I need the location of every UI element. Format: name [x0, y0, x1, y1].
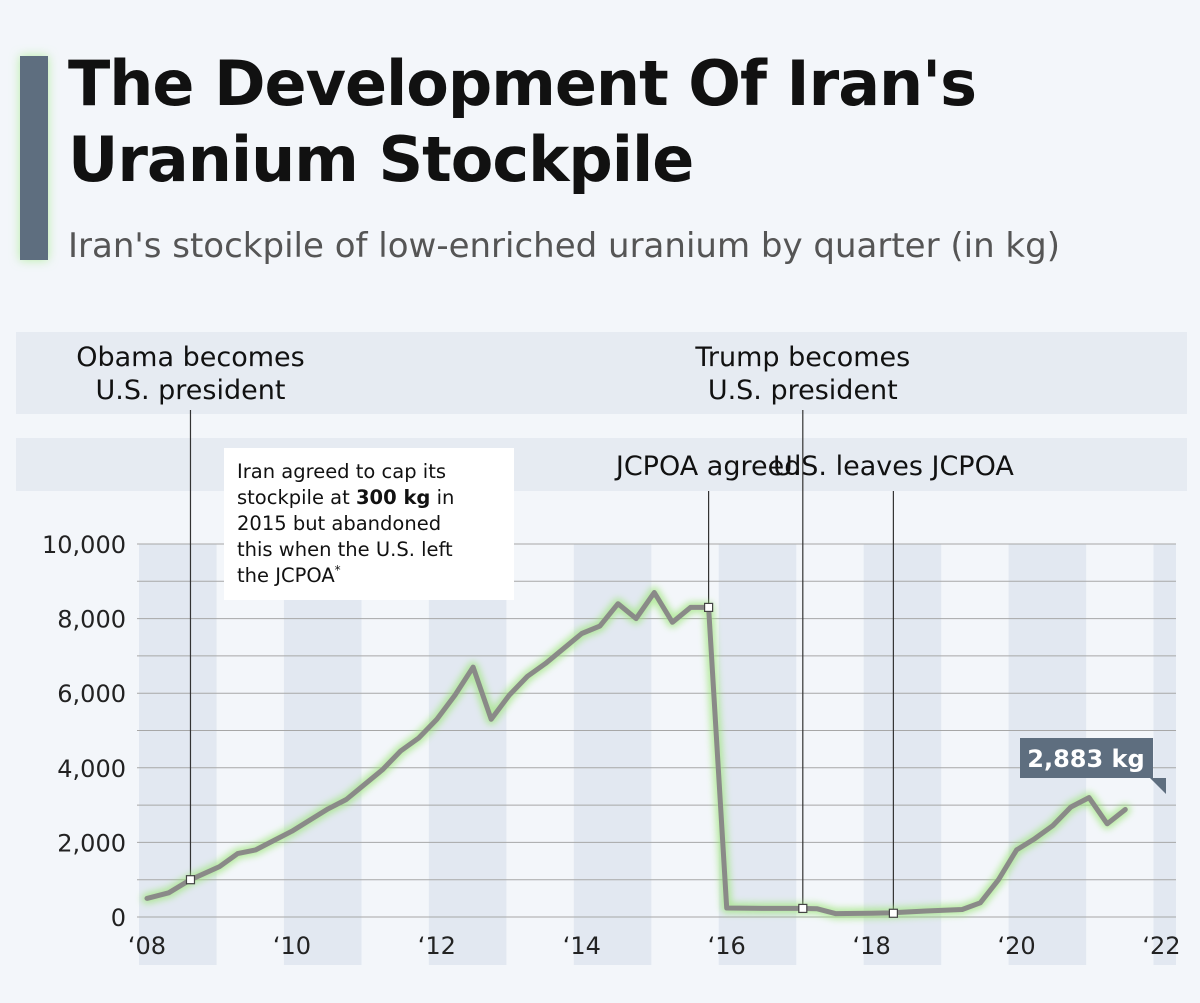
page-title: The Development Of Iran's Uranium Stockp… [68, 46, 1168, 198]
annotation-line: Iran agreed to cap its [237, 460, 446, 483]
event-label: U.S. president [708, 375, 898, 406]
y-tick-label: 8,000 [57, 606, 126, 634]
annotation-segment: Iran agreed to cap its [237, 460, 446, 483]
annotation-box: Iran agreed to cap its stockpile at 300 k… [224, 448, 514, 600]
data-series [141, 587, 1131, 920]
x-tick-label: ‘12 [418, 932, 456, 960]
x-axis-tick-labels: ‘08 ‘10 ‘12 ‘14 ‘16 ‘18 ‘20 ‘22 [128, 932, 1181, 960]
y-tick-label: 0 [111, 904, 126, 932]
annotation-line: stockpile at 300 kg in [237, 486, 454, 509]
shaded-year-bands [139, 544, 1176, 965]
x-tick-label: ‘18 [853, 932, 891, 960]
x-tick-label: ‘16 [708, 932, 746, 960]
event-label: Trump becomes [694, 342, 910, 373]
y-axis-tick-labels: 0 2,000 4,000 6,000 8,000 10,000 [42, 531, 126, 932]
shaded-band-2018 [863, 544, 942, 965]
x-tick-label: ‘08 [128, 932, 166, 960]
y-tick-label: 6,000 [57, 680, 126, 708]
shaded-band-2022 [1153, 544, 1176, 965]
title-line-2: Uranium Stockpile [68, 123, 694, 196]
x-tick-label: ‘22 [1142, 932, 1180, 960]
annotation-segment: 2015 but abandoned [237, 512, 441, 535]
x-tick-label: ‘10 [273, 932, 311, 960]
annotation-segment: in [430, 486, 454, 509]
annotation-segment: stockpile at [237, 486, 356, 509]
y-tick-label: 4,000 [57, 755, 126, 783]
event-point [185, 875, 196, 885]
event-label: Obama becomes [76, 342, 304, 373]
shaded-band-2012 [428, 544, 507, 965]
event-point [888, 908, 898, 918]
y-tick-label: 2,000 [57, 829, 126, 857]
annotation-segment: 300 kg [356, 486, 430, 509]
header-band-2 [16, 438, 1187, 491]
title-accent-bar [20, 56, 48, 260]
event-label: U.S. president [96, 375, 286, 406]
y-tick-label: 10,000 [42, 531, 126, 559]
event-label: JCPOA agreed [614, 451, 801, 482]
annotation-line: the JCPOA* [237, 563, 341, 587]
annotation-line: 2015 but abandoned [237, 512, 441, 535]
shaded-band-2010 [283, 544, 362, 965]
event-header-bands [16, 332, 1187, 491]
event-point [798, 903, 808, 914]
annotation-line: this when the U.S. left [237, 538, 453, 561]
header-band-1 [16, 332, 1187, 414]
event-label: U.S. leaves JCPOA [773, 451, 1014, 482]
annotation-segment: the JCPOA [237, 564, 335, 587]
event-point [704, 602, 714, 613]
title-line-1: The Development Of Iran's [68, 47, 977, 120]
last-value-pointer [1150, 778, 1166, 794]
subtitle: Iran's stockpile of low-enriched uranium… [68, 226, 1060, 266]
x-tick-label: ‘14 [563, 932, 601, 960]
last-value-callout: 2,883 kg [1020, 738, 1166, 794]
gridlines [137, 543, 1176, 918]
last-value-box [1020, 738, 1153, 778]
event-points [185, 602, 898, 918]
annotation-segment: * [335, 563, 341, 577]
last-value-label: 2,883 kg [1027, 745, 1144, 773]
shaded-band-2016 [718, 544, 797, 965]
x-tick-label: ‘20 [997, 932, 1035, 960]
series-line [144, 590, 1128, 917]
annotation-background [224, 448, 514, 600]
annotation-segment: this when the U.S. left [237, 538, 453, 561]
